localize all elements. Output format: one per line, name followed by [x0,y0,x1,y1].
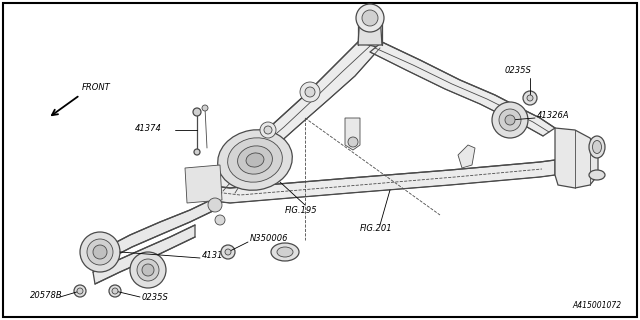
Text: 41326A: 41326A [537,110,570,119]
Text: FRONT: FRONT [82,83,111,92]
Circle shape [137,259,159,281]
Circle shape [80,232,120,272]
Circle shape [112,288,118,294]
Circle shape [130,252,166,288]
Polygon shape [370,42,555,136]
Text: FIG.201: FIG.201 [360,223,392,233]
Circle shape [356,4,384,32]
Circle shape [225,249,231,255]
Text: 41374: 41374 [135,124,162,132]
Ellipse shape [589,170,605,180]
Ellipse shape [218,130,292,190]
Ellipse shape [277,247,293,257]
Circle shape [221,245,235,259]
Circle shape [527,95,533,101]
Circle shape [215,215,225,225]
Ellipse shape [228,138,282,182]
Polygon shape [345,118,360,150]
Circle shape [260,122,276,138]
Circle shape [194,149,200,155]
Polygon shape [555,128,598,188]
Polygon shape [105,198,215,260]
Polygon shape [205,160,555,203]
Circle shape [109,285,121,297]
Polygon shape [458,145,475,168]
Ellipse shape [246,153,264,167]
Circle shape [77,288,83,294]
Text: 41310: 41310 [202,252,229,260]
Circle shape [87,239,113,265]
Text: 0235S: 0235S [505,66,532,75]
Polygon shape [93,225,195,284]
Ellipse shape [589,136,605,158]
Circle shape [492,102,528,138]
Polygon shape [358,14,382,45]
Circle shape [208,198,222,212]
Circle shape [264,126,272,134]
Ellipse shape [237,146,273,174]
Circle shape [74,285,86,297]
Circle shape [523,91,537,105]
Text: 0235S: 0235S [142,292,169,301]
Text: A415001072: A415001072 [573,301,622,310]
Circle shape [362,10,378,26]
Ellipse shape [271,243,299,261]
Polygon shape [185,165,222,203]
Circle shape [505,115,515,125]
Ellipse shape [593,140,602,154]
Circle shape [142,264,154,276]
Circle shape [193,108,201,116]
Circle shape [305,87,315,97]
Circle shape [202,105,208,111]
Circle shape [348,137,358,147]
Circle shape [499,109,521,131]
Text: N350006: N350006 [250,234,289,243]
Circle shape [300,82,320,102]
Text: 20578B: 20578B [30,291,63,300]
Text: FIG.195: FIG.195 [285,205,317,214]
Circle shape [93,245,107,259]
Polygon shape [205,42,380,195]
